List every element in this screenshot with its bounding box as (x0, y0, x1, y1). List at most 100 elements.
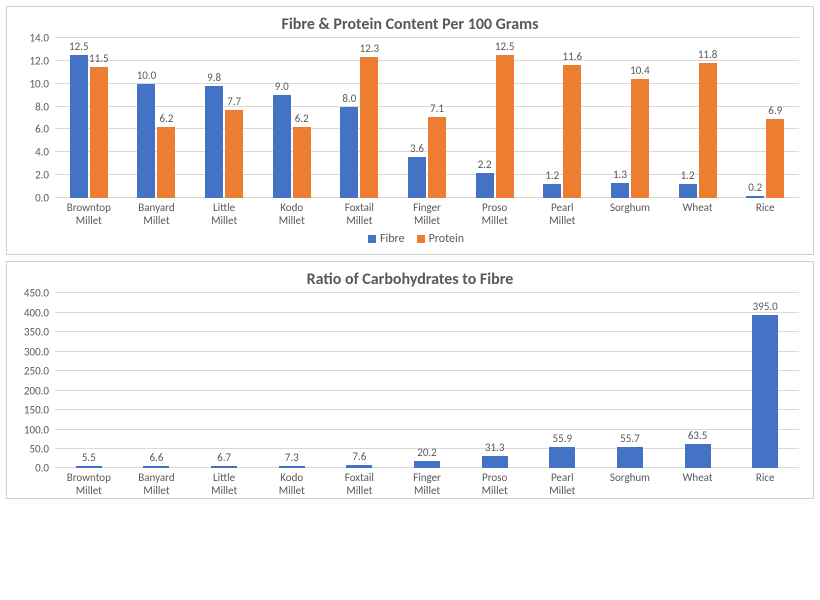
bar: 6.9 (766, 119, 784, 198)
bars-container: 5.5 6.6 6.7 7.3 7.6 20.2 31.3 55.9 55.7 63.5 395.0 (55, 293, 799, 468)
category-group: 31.3 (461, 293, 529, 468)
bar: 2.2 (476, 173, 494, 198)
category-group: 5.5 (55, 293, 123, 468)
data-label: 6.9 (768, 104, 782, 119)
category-group: 6.6 (123, 293, 191, 468)
bars-container: 12.511.510.06.29.87.79.06.28.012.33.67.1… (55, 38, 799, 198)
data-label: 6.7 (217, 451, 231, 466)
category-group: 55.9 (528, 293, 596, 468)
x-tick-label: Wheat (664, 198, 732, 227)
bar: 395.0 (752, 315, 778, 469)
bar: 7.6 (346, 465, 372, 468)
x-tick-label: FoxtailMillet (326, 468, 394, 497)
data-label: 6.2 (159, 112, 173, 127)
x-tick-label: Rice (731, 198, 799, 227)
chart1-title: Fibre & Protein Content Per 100 Grams (7, 7, 813, 38)
bar: 12.5 (70, 55, 88, 198)
data-label: 55.9 (553, 432, 573, 447)
y-tick-label: 0.0 (35, 462, 55, 475)
x-tick-label: BrowntopMillet (55, 198, 123, 227)
category-group: 63.5 (664, 293, 732, 468)
bar: 11.5 (90, 67, 108, 198)
data-label: 1.3 (613, 168, 627, 183)
data-label: 6.6 (149, 451, 163, 466)
bar: 63.5 (685, 444, 711, 469)
bar: 9.8 (205, 86, 223, 198)
chart-fibre-protein: Fibre & Protein Content Per 100 Grams 0.… (6, 6, 814, 255)
legend-label: Fibre (380, 232, 405, 246)
x-tick-label: LittleMillet (190, 468, 258, 497)
data-label: 5.5 (82, 451, 96, 466)
y-tick-label: 14.0 (29, 32, 55, 45)
category-group: 9.87.7 (190, 38, 258, 198)
bar: 11.6 (563, 65, 581, 198)
x-tick-label: PearlMillet (528, 198, 596, 227)
chart-carb-fibre-ratio: Ratio of Carbohydrates to Fibre 0.050.01… (6, 261, 814, 498)
data-label: 2.2 (478, 158, 492, 173)
bar: 6.2 (293, 127, 311, 198)
y-tick-label: 6.0 (35, 123, 55, 136)
chart2-xaxis: BrowntopMilletBanyardMilletLittleMilletK… (55, 468, 799, 497)
chart2-plot: 0.050.0100.0150.0200.0250.0300.0350.0400… (55, 293, 799, 468)
x-tick-label: KodoMillet (258, 198, 326, 227)
x-tick-label: FingerMillet (393, 198, 461, 227)
x-tick-label: Rice (731, 468, 799, 497)
data-label: 10.0 (137, 69, 157, 84)
bar: 20.2 (414, 461, 440, 469)
bar: 31.3 (482, 456, 508, 468)
data-label: 1.2 (681, 169, 695, 184)
chart1-xaxis: BrowntopMilletBanyardMilletLittleMilletK… (55, 198, 799, 227)
bar: 1.3 (611, 183, 629, 198)
legend-swatch (417, 235, 425, 243)
data-label: 11.5 (89, 52, 109, 67)
x-tick-label: ProsoMillet (461, 468, 529, 497)
x-tick-label: BrowntopMillet (55, 468, 123, 497)
bar: 1.2 (543, 184, 561, 198)
category-group: 9.06.2 (258, 38, 326, 198)
category-group: 7.3 (258, 293, 326, 468)
bar: 6.7 (211, 466, 237, 469)
category-group: 395.0 (731, 293, 799, 468)
category-group: 1.211.6 (528, 38, 596, 198)
category-group: 10.0 6.2 (123, 38, 191, 198)
data-label: 395.0 (753, 300, 778, 315)
category-group: 1.3 10.4 (596, 38, 664, 198)
data-label: 12.3 (360, 42, 380, 57)
y-tick-label: 400.0 (24, 306, 55, 319)
y-tick-label: 4.0 (35, 146, 55, 159)
data-label: 10.4 (630, 64, 650, 79)
x-tick-label: KodoMillet (258, 468, 326, 497)
category-group: 2.212.5 (461, 38, 529, 198)
bar: 12.5 (496, 55, 514, 198)
x-tick-label: PearlMillet (528, 468, 596, 497)
legend-swatch (368, 235, 376, 243)
bar: 7.7 (225, 110, 243, 198)
x-tick-label: Sorghum (596, 198, 664, 227)
y-tick-label: 250.0 (24, 365, 55, 378)
category-group: 7.6 (326, 293, 394, 468)
y-tick-label: 12.0 (29, 54, 55, 67)
category-group: 55.7 (596, 293, 664, 468)
bar: 55.9 (549, 447, 575, 469)
bar: 9.0 (273, 95, 291, 198)
x-tick-label: Sorghum (596, 468, 664, 497)
category-group: 20.2 (393, 293, 461, 468)
category-group: 12.511.5 (55, 38, 123, 198)
x-tick-label: FingerMillet (393, 468, 461, 497)
y-tick-label: 2.0 (35, 169, 55, 182)
y-tick-label: 100.0 (24, 423, 55, 436)
y-tick-label: 300.0 (24, 345, 55, 358)
bar: 55.7 (617, 447, 643, 469)
bar: 7.1 (428, 117, 446, 198)
data-label: 7.6 (352, 450, 366, 465)
x-tick-label: LittleMillet (190, 198, 258, 227)
bar: 8.0 (340, 107, 358, 198)
x-tick-label: FoxtailMillet (326, 198, 394, 227)
y-tick-label: 200.0 (24, 384, 55, 397)
data-label: 3.6 (410, 142, 424, 157)
y-tick-label: 8.0 (35, 100, 55, 113)
data-label: 7.3 (285, 451, 299, 466)
data-label: 7.7 (227, 95, 241, 110)
bar: 11.8 (699, 63, 717, 198)
bar: 0.2 (746, 196, 764, 198)
